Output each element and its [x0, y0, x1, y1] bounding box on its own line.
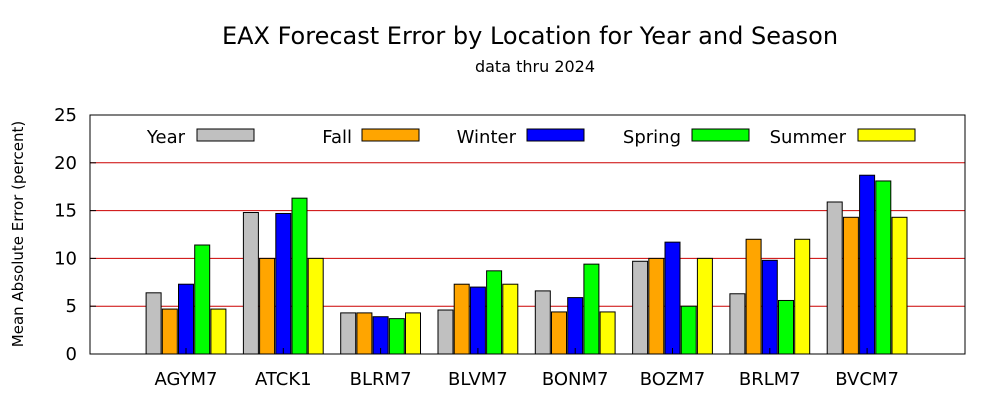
bar-bonm7-spring — [583, 263, 600, 355]
x-tick-label: AGYM7 — [154, 369, 217, 390]
y-tick-label: 15 — [54, 201, 77, 222]
bar-brlm7-fall — [745, 238, 762, 355]
legend-swatch-summer — [857, 128, 916, 142]
legend-label-year: Year — [146, 127, 186, 148]
bar-agym7-year — [145, 292, 162, 355]
bar-brlm7-year — [729, 293, 746, 355]
bar-blrm7-year — [340, 312, 357, 355]
plot-frame — [89, 114, 966, 355]
bar-bonm7-winter — [567, 297, 584, 355]
bar-bozm7-year — [632, 260, 649, 355]
bar-brlm7-summer — [794, 238, 811, 355]
bar-agym7-winter — [178, 283, 194, 355]
legend-label-fall: Fall — [322, 127, 352, 148]
bar-bvcm7-winter — [859, 174, 876, 355]
bar-bvcm7-year — [826, 201, 843, 355]
bars-group — [145, 174, 908, 355]
bar-bvcm7-fall — [842, 216, 859, 355]
x-tick-label: BOZM7 — [640, 369, 706, 390]
bar-bozm7-winter — [664, 241, 681, 355]
bar-atck1-year — [242, 212, 259, 355]
y-tick-label: 0 — [66, 344, 77, 365]
bar-bonm7-year — [534, 290, 551, 355]
x-tick-label: BLRM7 — [350, 369, 412, 390]
bar-atck1-spring — [291, 197, 308, 355]
bar-blrm7-fall — [356, 312, 373, 355]
x-ticks: AGYM7 ATCK1 BLRM7 BLVM7 BONM7 BOZM7 BRLM7 BVCM7 — [154, 348, 899, 390]
bar-bvcm7-summer — [891, 216, 908, 355]
bar-bozm7-fall — [648, 257, 665, 355]
legend-swatch-fall — [361, 128, 420, 142]
legend-swatch-year — [196, 128, 255, 142]
legend-swatch-winter — [526, 128, 585, 142]
x-tick-label: ATCK1 — [255, 369, 312, 390]
bar-blvm7-winter — [469, 286, 486, 355]
chart-title: EAX Forecast Error by Location for Year … — [222, 22, 838, 50]
bar-bonm7-summer — [599, 311, 616, 355]
bar-atck1-fall — [259, 257, 276, 355]
chart-subtitle: data thru 2024 — [475, 57, 595, 76]
y-tick-label: 20 — [54, 153, 77, 174]
y-ticks: 0 5 10 15 20 25 — [54, 105, 96, 365]
x-tick-label: BVCM7 — [835, 369, 899, 390]
x-tick-label: BLVM7 — [448, 369, 508, 390]
legend: Year Fall Winter Spring Summer — [146, 127, 916, 148]
bar-blvm7-summer — [502, 283, 519, 355]
gridlines — [90, 162, 965, 307]
x-tick-label: BONM7 — [542, 369, 609, 390]
bar-blvm7-year — [437, 309, 454, 355]
bar-blrm7-summer — [405, 312, 421, 355]
bar-brlm7-winter — [761, 259, 778, 355]
bar-agym7-summer — [210, 308, 227, 355]
bar-blvm7-spring — [486, 270, 503, 355]
bar-bozm7-summer — [696, 257, 713, 355]
bar-agym7-fall — [161, 308, 178, 355]
y-tick-label: 10 — [54, 248, 77, 269]
bar-blvm7-fall — [453, 283, 470, 355]
bar-atck1-summer — [307, 257, 324, 355]
y-tick-label: 25 — [54, 105, 77, 126]
legend-label-summer: Summer — [770, 127, 847, 148]
bar-atck1-winter — [275, 212, 292, 355]
y-axis-label: Mean Absolute Error (percent) — [9, 121, 27, 347]
y-tick-label: 5 — [66, 296, 77, 317]
x-tick-label: BRLM7 — [739, 369, 801, 390]
bar-bvcm7-spring — [875, 180, 892, 355]
legend-label-winter: Winter — [457, 127, 517, 148]
bar-agym7-spring — [194, 244, 211, 355]
bar-bonm7-fall — [551, 311, 567, 355]
legend-label-spring: Spring — [623, 127, 681, 148]
legend-swatch-spring — [691, 128, 750, 142]
bar-brlm7-spring — [778, 299, 794, 355]
bar-bozm7-spring — [680, 305, 697, 355]
bar-blrm7-spring — [388, 318, 405, 355]
